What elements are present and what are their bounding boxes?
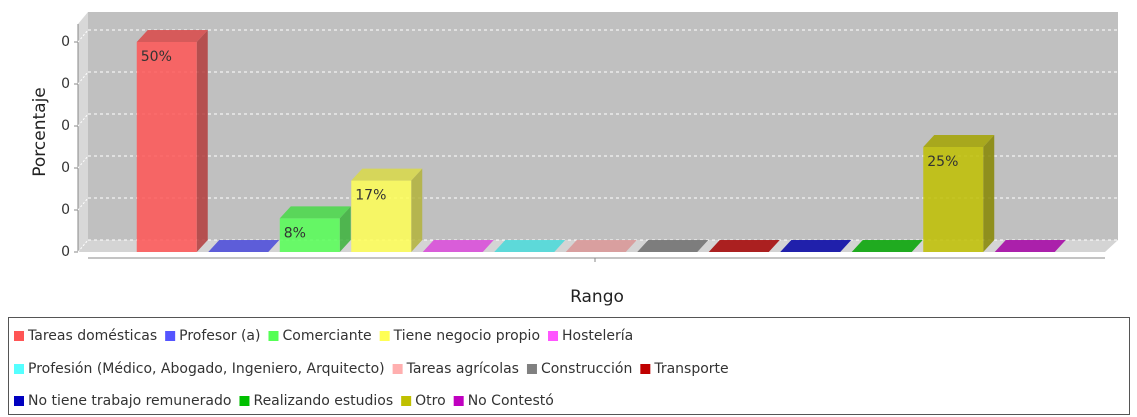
legend-swatch [392, 364, 403, 374]
bar-side [411, 168, 423, 252]
bar-side [196, 30, 208, 252]
y-tick-label: 0 [61, 244, 70, 260]
legend-label: Tareas domésticas [27, 328, 157, 344]
bar-top [279, 206, 351, 219]
bar-top [565, 240, 637, 252]
left-wall [78, 12, 88, 252]
grid-line-side [77, 239, 89, 253]
y-tick-label: 0 [61, 202, 70, 218]
value-label: 50% [141, 49, 172, 65]
legend-label: Profesor (a) [179, 328, 260, 344]
legend-swatch [401, 396, 412, 406]
legend-label: Realizando estudios [253, 393, 393, 409]
grid-line-side [77, 197, 89, 211]
bar-top [422, 240, 494, 252]
x-axis-label: Rango [570, 287, 624, 307]
legend-label: Tiene negocio propio [393, 328, 540, 344]
bar-top [637, 240, 709, 252]
legend-swatch [268, 331, 279, 341]
bar [279, 218, 340, 252]
legend-swatch [548, 331, 559, 341]
back-wall [88, 12, 1118, 240]
legend-label: Profesión (Médico, Abogado, Ingeniero, A… [28, 361, 385, 377]
bar-top [708, 240, 780, 252]
bar [351, 180, 412, 252]
bar-top [851, 240, 923, 252]
value-label: 25% [927, 154, 958, 170]
legend-swatch [379, 331, 390, 341]
legend-swatch [526, 364, 537, 374]
grid-line-side [77, 29, 89, 43]
value-label: 8% [284, 225, 306, 241]
bar-top [923, 135, 995, 147]
legend-label: No tiene trabajo remunerado [28, 393, 231, 409]
legend-label: Comerciante [282, 328, 371, 344]
legend-label: Construcción [541, 361, 632, 377]
legend-label: Tareas agrícolas [406, 361, 519, 377]
legend-label: Hostelería [562, 328, 633, 344]
bar-top [994, 240, 1066, 252]
legend [8, 317, 1130, 415]
legend-label: No Contestó [468, 393, 554, 409]
bar-side [339, 206, 351, 252]
bar-top [208, 240, 280, 252]
legend-swatch [14, 396, 24, 406]
legend-swatch [453, 396, 464, 406]
y-axis-label: Porcentaje [30, 87, 50, 177]
legend-swatch [14, 331, 24, 341]
legend-swatch [239, 396, 250, 406]
bar-top [136, 30, 208, 42]
legend-swatch [165, 331, 176, 341]
bar-top [780, 240, 852, 252]
bar [923, 147, 984, 252]
legend-swatch [14, 364, 24, 374]
grid-line-side [77, 155, 89, 169]
bar [136, 42, 197, 252]
legend-label: Transporte [653, 361, 728, 377]
grid-line-side [77, 71, 89, 85]
grid-line-side [77, 113, 89, 127]
bar-top [351, 168, 423, 181]
legend-swatch [640, 364, 651, 374]
y-tick-label: 0 [61, 160, 70, 176]
y-tick-label: 0 [61, 34, 70, 50]
bar-top [494, 240, 566, 252]
value-label: 17% [355, 188, 386, 204]
legend-label: Otro [415, 393, 446, 409]
bar-side [983, 135, 995, 252]
y-tick-label: 0 [61, 76, 70, 92]
y-tick-label: 0 [61, 118, 70, 134]
